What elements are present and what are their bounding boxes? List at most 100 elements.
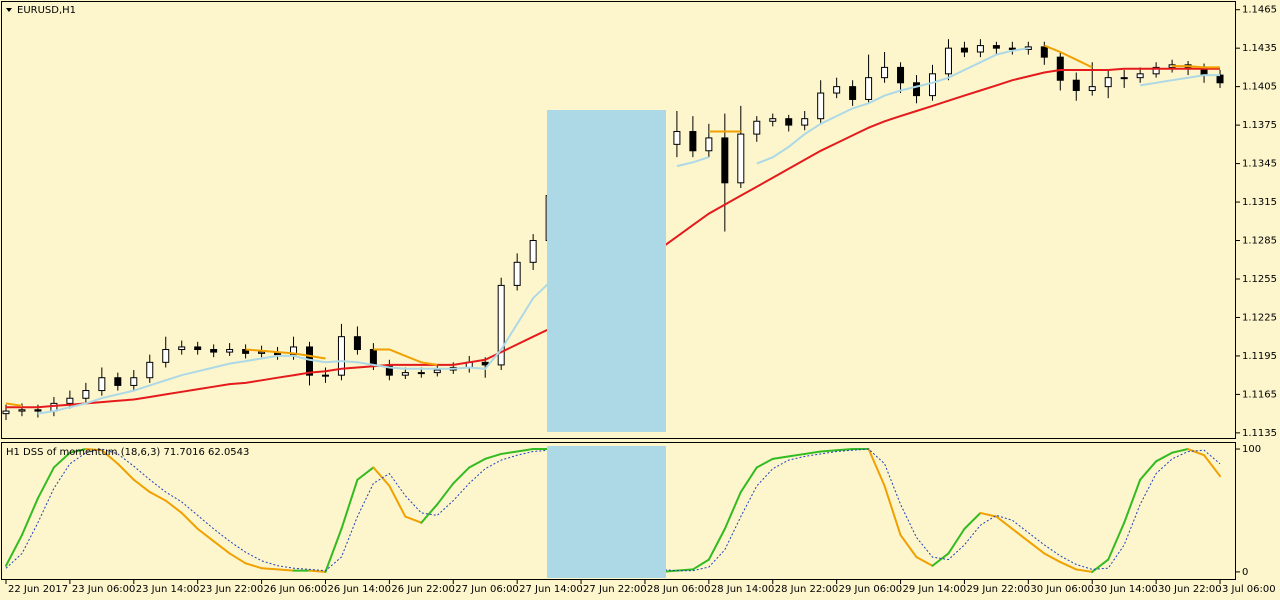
candle-body xyxy=(82,390,90,399)
indicator-segment xyxy=(1011,527,1030,543)
indicator-segment xyxy=(180,511,199,530)
candle-body xyxy=(737,133,745,184)
candle-body xyxy=(1152,66,1160,75)
indicator-segment xyxy=(4,534,23,567)
candle-body xyxy=(130,377,138,386)
indicator-segment xyxy=(1171,448,1190,454)
indicator-segment xyxy=(899,534,918,559)
candle-body xyxy=(513,261,521,286)
y-tick-label: 1.1225 xyxy=(1242,312,1277,323)
candle-body xyxy=(673,131,681,145)
indicator-segment xyxy=(372,466,391,487)
indicator-segment xyxy=(1123,478,1142,524)
candle-body xyxy=(497,284,505,366)
y-tick-label: 1.1345 xyxy=(1242,159,1277,170)
indicator-segment xyxy=(1027,540,1046,555)
indicator-segment xyxy=(212,540,231,555)
panel-frame xyxy=(1,442,1236,580)
panel-frame xyxy=(1,1,1236,439)
candle-body xyxy=(928,73,936,97)
labels: 1.1135 1.1165 1.1195 1.1225 1.1255 1.1285 1.13… xyxy=(5,5,1277,595)
indicator-segment xyxy=(196,527,215,543)
y-tick-label: 1.1405 xyxy=(1242,82,1277,93)
chart-title: EURUSD,H1 xyxy=(17,5,76,16)
indicator-segment xyxy=(691,558,710,571)
x-tick-label: 29 Jun 14:00 xyxy=(903,584,967,595)
indicator-segment xyxy=(1139,460,1158,481)
x-tick-label: 28 Jun 06:00 xyxy=(647,584,711,595)
candle-body xyxy=(753,120,761,135)
candle-body xyxy=(689,131,697,152)
candle-body xyxy=(1072,79,1080,91)
indicator-segment xyxy=(803,450,822,455)
indicator-segment xyxy=(1107,521,1126,561)
x-tick-label: 28 Jun 22:00 xyxy=(775,584,839,595)
indicator-segment xyxy=(739,466,758,494)
x-tick-label: 29 Jun 22:00 xyxy=(966,584,1030,595)
indicator-segment xyxy=(979,511,998,518)
candle-body xyxy=(865,77,873,100)
indicator-title: H1 DSS of momentum (18,6,3) 71.7016 62.0… xyxy=(6,447,249,458)
candle-body xyxy=(321,374,329,377)
candle-body xyxy=(162,349,170,363)
y-tick-label: 1.1255 xyxy=(1242,274,1277,285)
candle-body xyxy=(1136,73,1144,79)
y-tick-label: 1.1465 xyxy=(1242,5,1277,16)
indicator-segment xyxy=(324,527,343,573)
candle-body xyxy=(258,351,266,354)
indicator-segment xyxy=(915,556,934,567)
candle-body xyxy=(913,82,921,97)
menu-arrow[interactable] xyxy=(6,8,12,12)
x-tick-label: 27 Jun 06:00 xyxy=(455,584,519,595)
indicator-segment xyxy=(787,452,806,458)
y-tick-label: 1.1285 xyxy=(1242,236,1277,247)
candle-body xyxy=(34,409,42,412)
candle-body xyxy=(992,45,1000,49)
indicator-segment xyxy=(100,449,119,465)
candle-body xyxy=(1008,47,1016,50)
x-tick-label: 23 Jun 06:00 xyxy=(72,584,136,595)
candle-body xyxy=(2,410,10,415)
candle-body xyxy=(1040,46,1048,58)
x-tick-label: 26 Jun 06:00 xyxy=(264,584,328,595)
indicator-segment xyxy=(68,448,87,454)
indicator-segment xyxy=(356,466,375,481)
candle-body xyxy=(146,361,154,379)
candle-body xyxy=(194,346,202,351)
y-tick-label: 1.1195 xyxy=(1242,351,1277,362)
x-tick-label: 27 Jun 22:00 xyxy=(583,584,647,595)
y-tick-label: 1.1375 xyxy=(1242,120,1277,131)
line xyxy=(37,47,1220,415)
indicator-segment xyxy=(436,482,455,506)
candle-body xyxy=(944,47,952,75)
x-tick-label: 3 Jul 06:00 xyxy=(1222,584,1276,595)
indicator-segment xyxy=(116,462,135,481)
candle-body xyxy=(417,372,425,375)
indicator-segment xyxy=(1091,558,1110,573)
indicator-segment xyxy=(132,478,151,494)
x-tick-label: 30 Jun 14:00 xyxy=(1094,584,1158,595)
candle-body xyxy=(66,397,74,404)
indicator-segment xyxy=(228,552,247,565)
indicator-segment xyxy=(388,484,407,518)
indicator-segment xyxy=(20,497,39,537)
candle-body xyxy=(18,409,26,412)
selection xyxy=(547,446,666,578)
indicator-segment xyxy=(707,527,726,561)
y-tick-label: 100 xyxy=(1242,444,1261,455)
y-tick-label: 1.1135 xyxy=(1242,428,1277,439)
indicator-segment xyxy=(1203,454,1222,478)
indicator-segment xyxy=(52,451,71,469)
indicator-segment xyxy=(276,568,295,572)
candle-body xyxy=(114,377,122,386)
indicator-segment xyxy=(420,503,439,524)
indicator-segment xyxy=(723,491,742,530)
indicator-segment xyxy=(500,450,519,455)
candle-body xyxy=(226,349,234,353)
candle-body xyxy=(98,377,106,392)
x-tick-label: 30 Jun 06:00 xyxy=(1030,584,1094,595)
candle-body xyxy=(721,137,729,184)
candle-body xyxy=(1104,77,1112,88)
candle-body xyxy=(1056,56,1064,81)
indicator-segment xyxy=(452,466,471,485)
